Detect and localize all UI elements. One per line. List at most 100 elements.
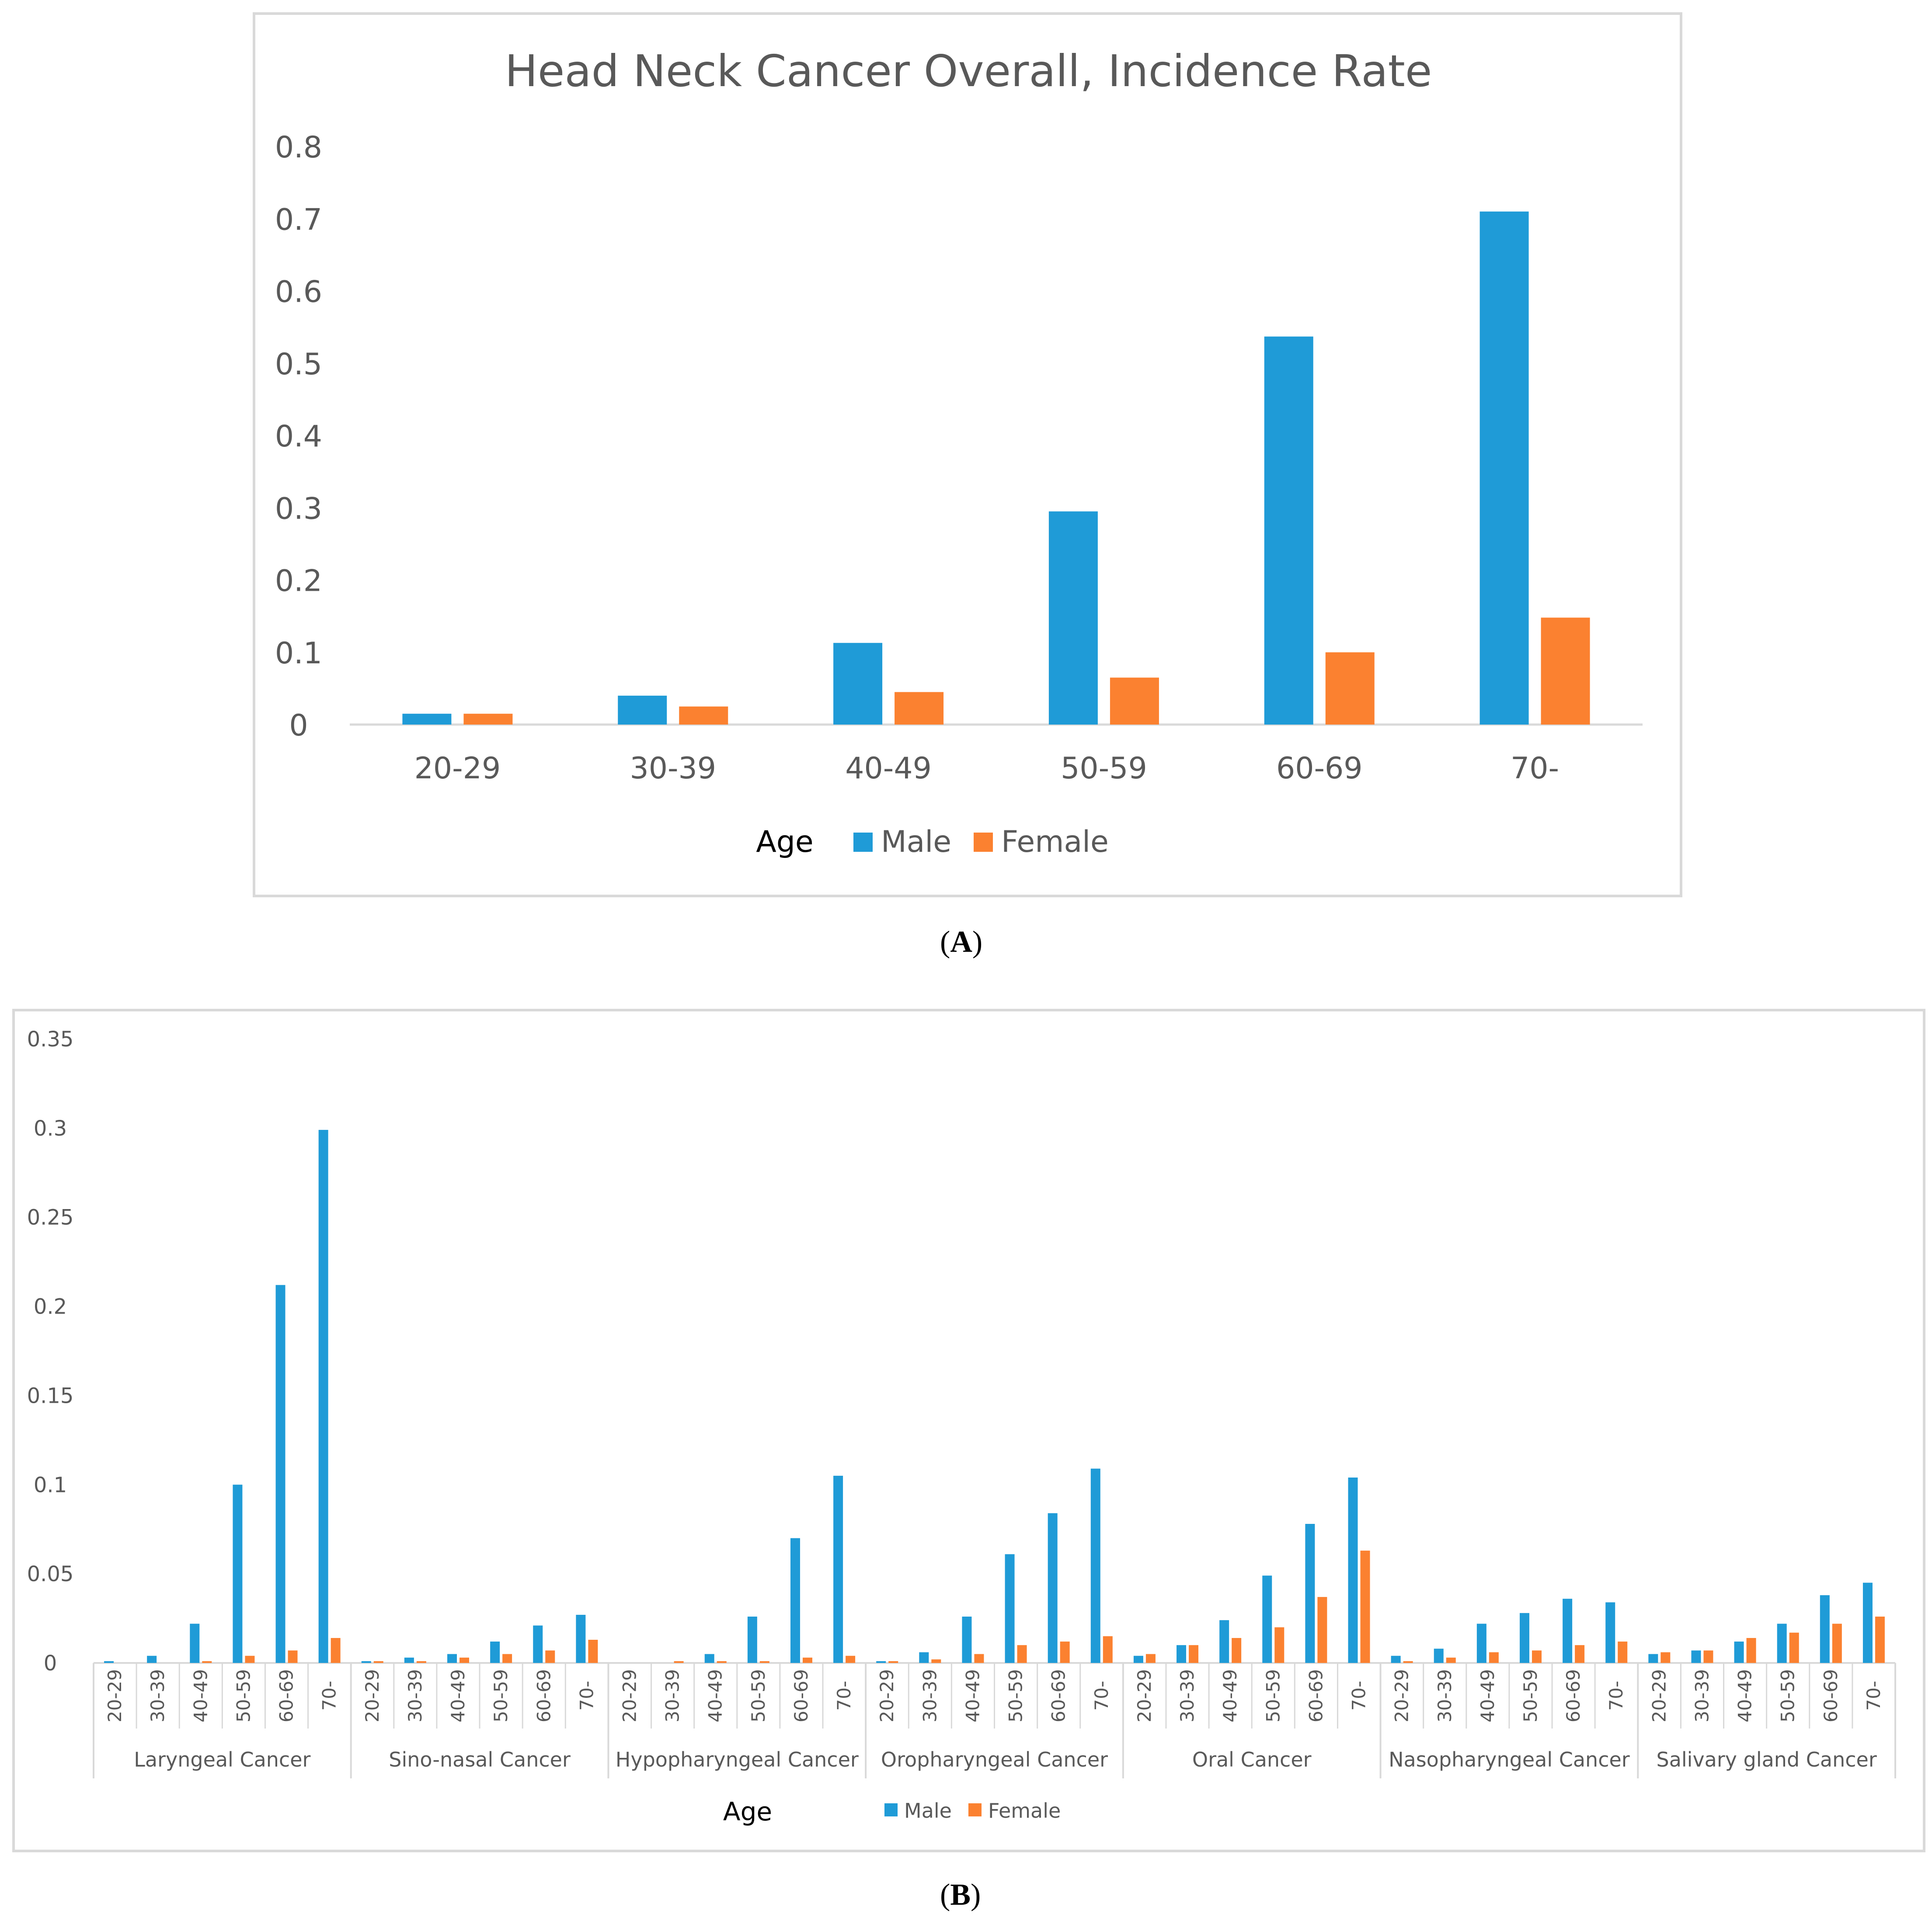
female-bar: [1110, 677, 1159, 725]
x-tick-label: 30-39: [1691, 1669, 1713, 1722]
male-bar: [1862, 1582, 1873, 1663]
x-tick-label: 20-29: [1391, 1669, 1413, 1722]
x-tick-label: 70-: [1348, 1681, 1370, 1711]
x-tick-label: 50-59: [1520, 1669, 1541, 1722]
group-label: Oral Cancer: [1192, 1748, 1312, 1771]
x-tick-label: 70-: [1511, 751, 1559, 786]
female-bar: [717, 1661, 727, 1663]
x-tick-label: 60-69: [1276, 751, 1363, 786]
male-bar: [361, 1661, 371, 1663]
female-bar: [759, 1661, 769, 1663]
male-bar: [1734, 1642, 1744, 1663]
female-bar: [802, 1657, 812, 1663]
male-bar: [790, 1538, 800, 1663]
male-bar: [1219, 1620, 1229, 1663]
female-bar: [331, 1638, 341, 1663]
female-bar: [1325, 652, 1375, 725]
x-tick-label: 40-49: [705, 1669, 726, 1722]
x-tick-label: 70-: [833, 1681, 855, 1711]
male-bar: [1820, 1595, 1830, 1663]
male-bar: [1434, 1649, 1444, 1663]
x-tick-label: 40-49: [1477, 1669, 1498, 1722]
group-label: Salivary gland Cancer: [1657, 1748, 1877, 1771]
male-bar: [833, 643, 883, 725]
male-bar: [1348, 1477, 1358, 1663]
male-bar: [1777, 1624, 1787, 1663]
chart-a-title: Head Neck Cancer Overall, Incidence Rate: [505, 45, 1432, 97]
x-tick-label: 50-59: [1262, 1669, 1284, 1722]
y-tick-label: 0.05: [27, 1562, 74, 1586]
y-tick-label: 0.2: [34, 1295, 67, 1319]
male-bar: [576, 1614, 586, 1663]
male-bar: [1563, 1599, 1573, 1663]
female-bar: [416, 1661, 426, 1663]
female-bar: [1017, 1645, 1027, 1663]
y-tick-label: 0.25: [27, 1206, 74, 1230]
female-bar: [1532, 1650, 1542, 1663]
x-tick-label: 70-: [319, 1681, 340, 1711]
male-bar: [1691, 1650, 1701, 1663]
male-bar: [919, 1652, 929, 1663]
male-bar: [1479, 211, 1529, 725]
female-bar: [1575, 1645, 1585, 1663]
female-bar: [1703, 1650, 1713, 1663]
male-bar: [962, 1616, 972, 1663]
male-bar: [1391, 1656, 1401, 1663]
female-bar: [1446, 1657, 1456, 1663]
female-bar: [1489, 1652, 1499, 1663]
male-bar: [404, 1657, 414, 1663]
female-bar: [1541, 617, 1590, 725]
male-bar: [275, 1285, 285, 1663]
chart-b-panel: 0 0.05 0.1 0.15 0.2 0.25 0.3 0.35 20-29 30-39 40-4…: [12, 1009, 1925, 1852]
female-bar: [974, 1654, 984, 1663]
male-bar: [704, 1654, 714, 1663]
male-bar: [876, 1661, 886, 1663]
y-tick-label: 0.1: [34, 1473, 67, 1497]
x-tick-label: 70-: [1091, 1681, 1112, 1711]
male-bar: [618, 695, 667, 725]
female-bar: [1403, 1661, 1413, 1663]
female-bar: [1103, 1636, 1113, 1663]
legend-female-swatch: [974, 833, 993, 852]
legend-male-swatch: [884, 1803, 898, 1816]
male-bar: [1262, 1575, 1272, 1663]
x-tick-label: 60-69: [276, 1669, 297, 1722]
female-bar: [588, 1639, 598, 1663]
female-bar: [1232, 1638, 1242, 1663]
x-tick-label: 20-29: [876, 1669, 898, 1722]
chart-b: 0 0.05 0.1 0.15 0.2 0.25 0.3 0.35 20-29 30-39 40-4…: [27, 1027, 1896, 1826]
x-tick-label: 20-29: [414, 751, 501, 786]
x-tick-label: 20-29: [1648, 1669, 1670, 1722]
female-bar: [1660, 1652, 1671, 1663]
y-tick-label: 0.15: [27, 1384, 74, 1408]
x-tick-label: 60-69: [1563, 1669, 1584, 1722]
female-bar: [545, 1650, 555, 1663]
male-bar: [533, 1625, 543, 1663]
male-bar: [1264, 336, 1313, 725]
x-tick-label: 60-69: [1048, 1669, 1069, 1722]
female-bar: [846, 1656, 856, 1663]
x-tick-label: 40-49: [962, 1669, 983, 1722]
group-label: Hypopharyngeal Cancer: [616, 1748, 859, 1771]
x-tick-label: 40-49: [190, 1669, 211, 1722]
x-tick-label: 50-59: [748, 1669, 769, 1722]
y-tick-label: 0.8: [275, 130, 322, 165]
x-tick-label: 60-69: [1305, 1669, 1326, 1722]
y-tick-label: 0.5: [275, 347, 322, 382]
x-tick-label: 60-69: [790, 1669, 812, 1722]
male-bar: [318, 1129, 328, 1663]
x-tick-label: 50-59: [1005, 1669, 1027, 1722]
y-tick-label: 0.1: [275, 636, 322, 671]
group-label: Sino-nasal Cancer: [389, 1748, 571, 1771]
x-tick-label: 30-39: [662, 1669, 683, 1722]
y-tick-label: 0.35: [27, 1027, 74, 1052]
x-tick-label: 30-39: [1434, 1669, 1455, 1722]
x-tick-label: 60-69: [1820, 1669, 1841, 1722]
y-tick-label: 0.3: [34, 1116, 67, 1141]
male-bar: [1476, 1624, 1486, 1663]
female-bar: [1875, 1616, 1885, 1663]
female-bar: [463, 714, 513, 725]
y-tick-label: 0: [44, 1651, 57, 1676]
y-tick-label: 0.4: [275, 419, 322, 454]
male-bar: [490, 1642, 500, 1663]
